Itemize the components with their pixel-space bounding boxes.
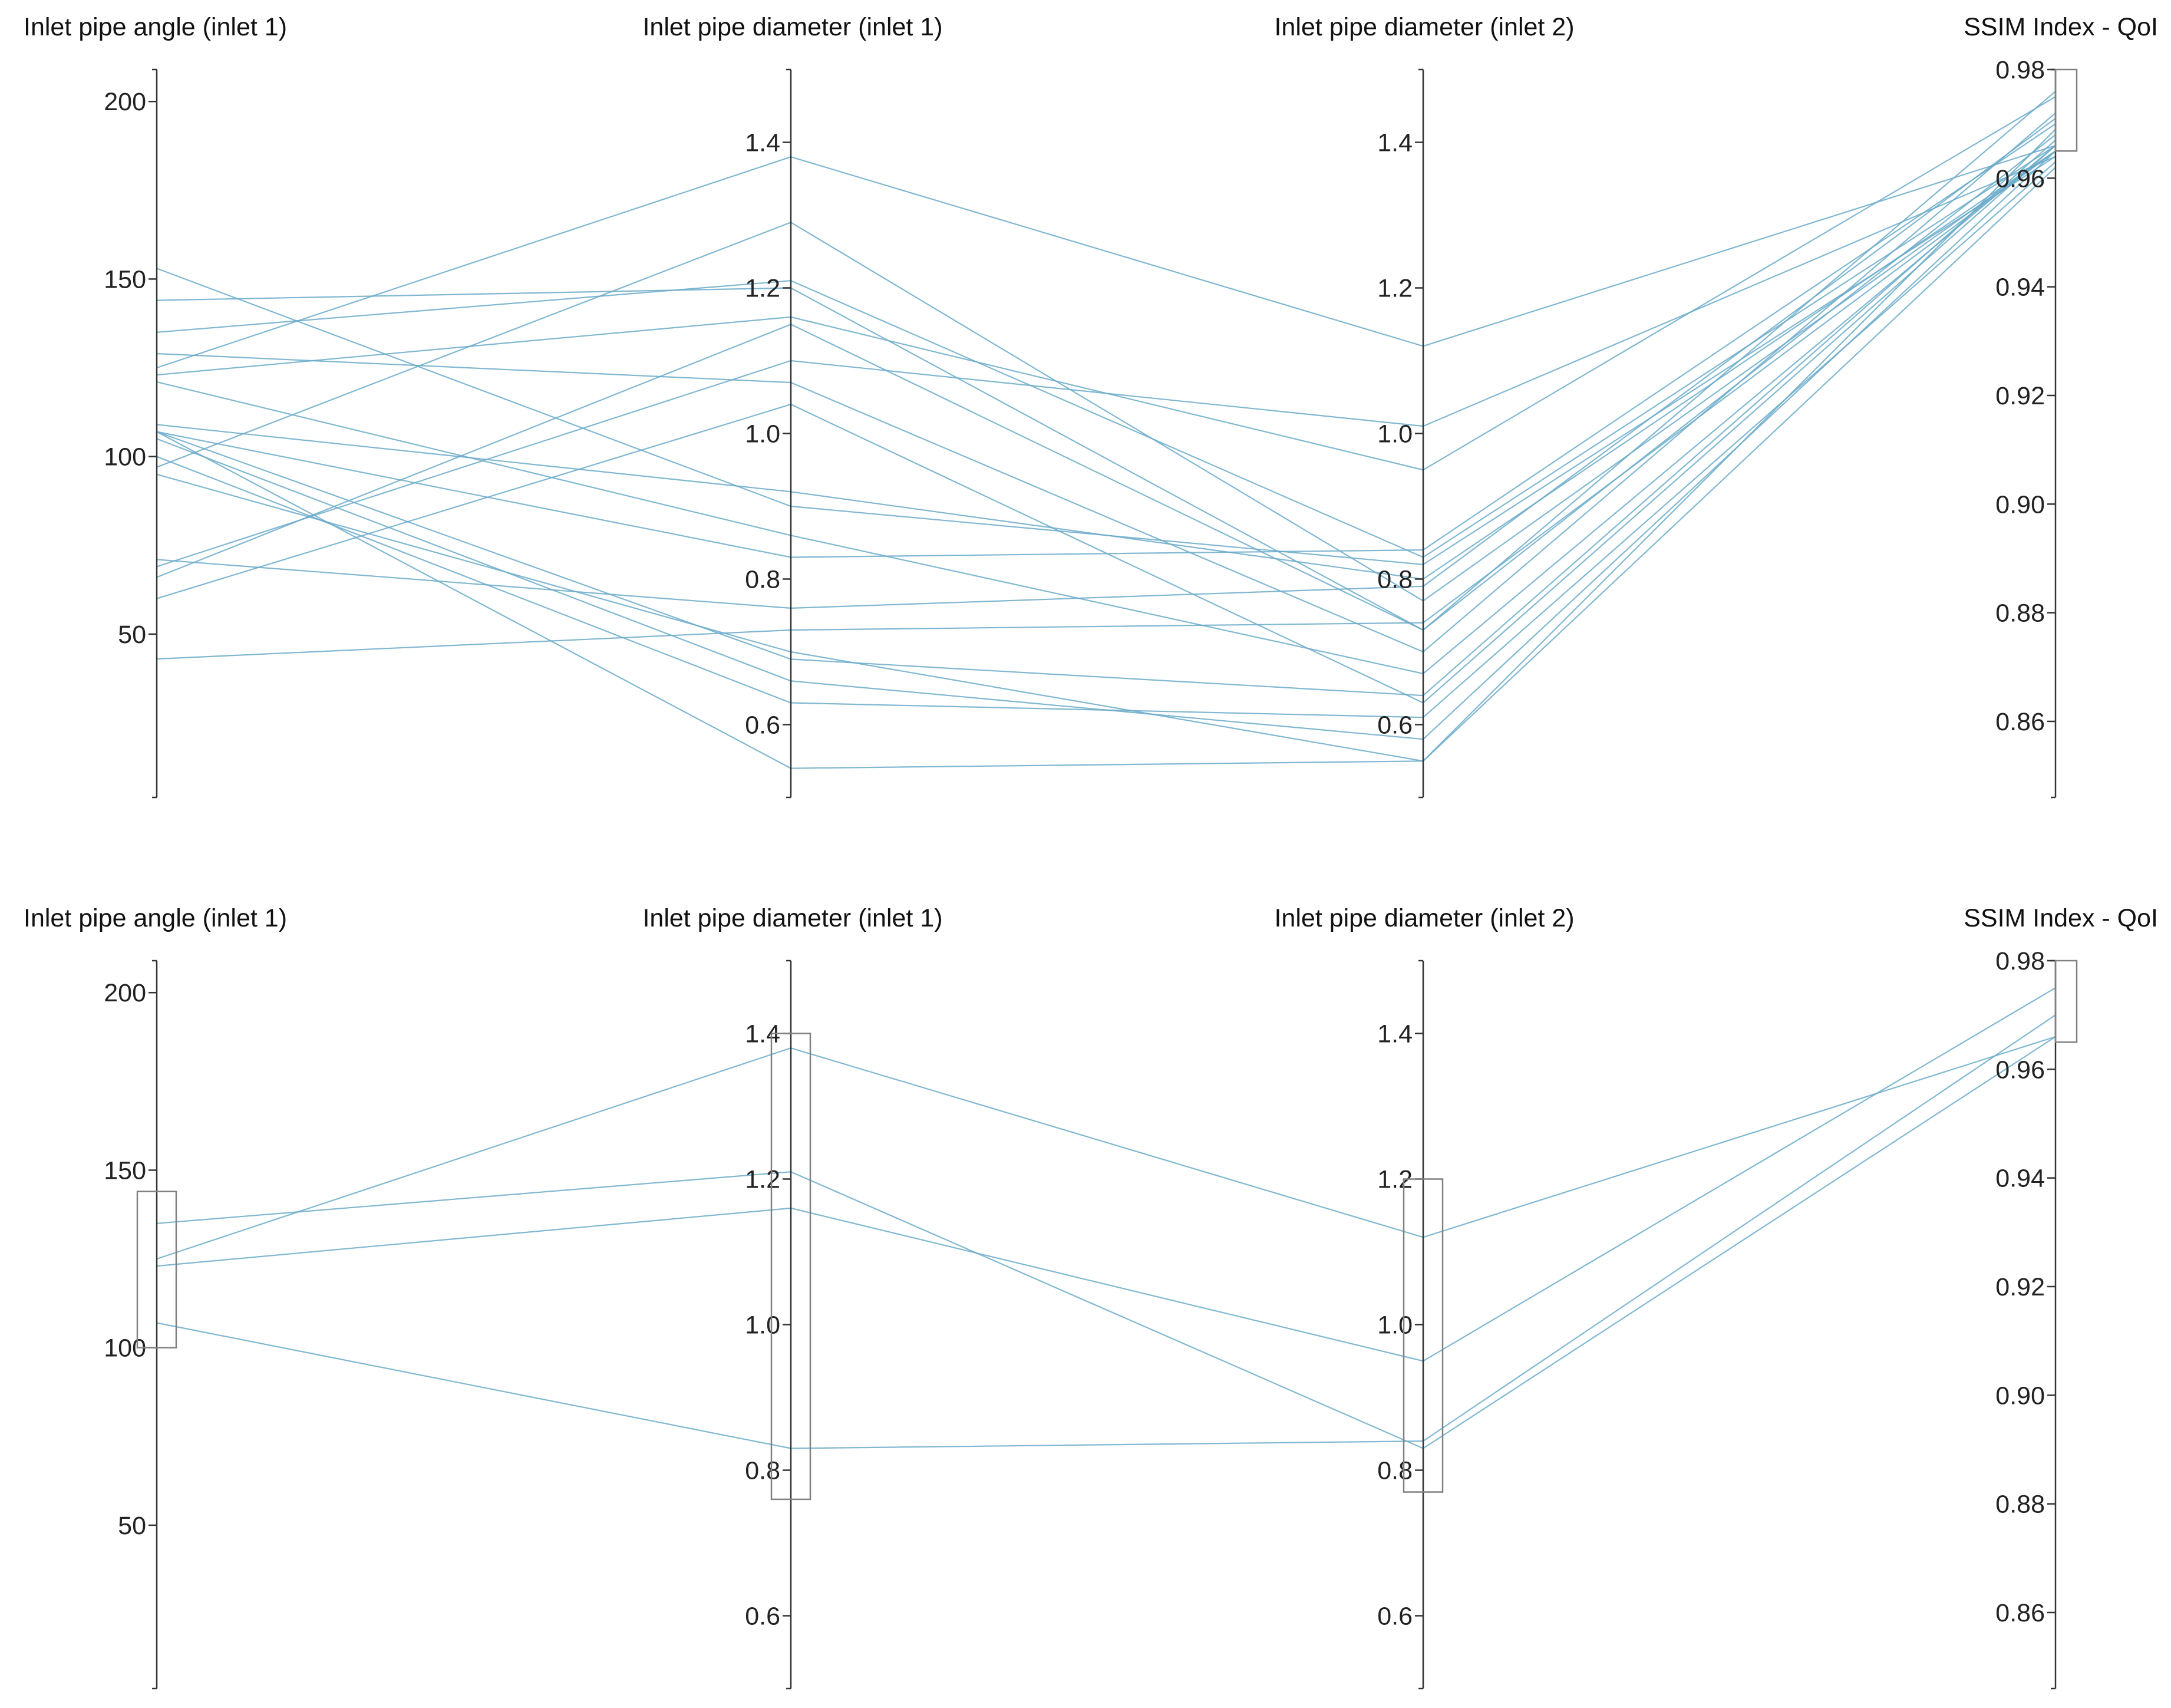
tick-label: 0.96 xyxy=(1995,1056,2045,1084)
brush-layer xyxy=(2054,68,2078,152)
sample-line[interactable] xyxy=(156,1036,2056,1449)
tick-label: 150 xyxy=(104,1156,146,1185)
tick-label: 150 xyxy=(104,265,146,294)
panel-top: Inlet pipe angle (inlet 1) Inlet pipe di… xyxy=(24,13,2158,799)
sample-line[interactable] xyxy=(156,134,2056,631)
sample-line[interactable] xyxy=(156,167,2056,769)
axis-title-ssim: SSIM Index - QoI xyxy=(1964,904,2158,932)
tick-label: 1.0 xyxy=(1377,1311,1413,1340)
sample-line[interactable] xyxy=(156,987,2056,1362)
tick-label: 1.4 xyxy=(745,129,780,157)
axes-layer: 501001502000.60.81.01.21.40.60.81.01.21.… xyxy=(104,947,2057,1690)
panel-bottom: Inlet pipe angle (inlet 1) Inlet pipe di… xyxy=(24,904,2158,1690)
tick-label: 0.86 xyxy=(1995,1599,2045,1627)
tick-label: 200 xyxy=(104,88,146,116)
tick-label: 0.94 xyxy=(1995,273,2045,302)
tick-label: 1.2 xyxy=(1377,275,1413,303)
axis-title-inlet1-angle: Inlet pipe angle (inlet 1) xyxy=(24,904,287,932)
tick-label: 0.8 xyxy=(745,1457,780,1485)
brush-selection[interactable] xyxy=(2054,959,2078,1043)
brush-layer xyxy=(136,959,2078,1501)
tick-label: 0.92 xyxy=(1995,382,2045,410)
sample-line[interactable] xyxy=(156,91,2056,631)
sample-line[interactable] xyxy=(156,1014,2056,1449)
tick-label: 200 xyxy=(104,979,146,1007)
sample-line[interactable] xyxy=(156,118,2056,609)
tick-label: 0.96 xyxy=(1995,164,2045,193)
tick-label: 1.2 xyxy=(745,1166,780,1194)
sample-line[interactable] xyxy=(156,150,2056,660)
tick-label: 0.8 xyxy=(1377,566,1413,594)
sample-line[interactable] xyxy=(156,145,2056,558)
tick-label: 1.0 xyxy=(1377,420,1413,449)
lines-layer xyxy=(156,987,2056,1449)
axis-title-inlet2-diameter: Inlet pipe diameter (inlet 2) xyxy=(1274,904,1574,932)
sample-line[interactable] xyxy=(156,144,2056,369)
sample-line[interactable] xyxy=(156,150,2056,740)
tick-label: 1.4 xyxy=(1377,1020,1413,1048)
tick-label: 0.98 xyxy=(1995,56,2045,84)
sample-line[interactable] xyxy=(156,1036,2056,1260)
sample-line[interactable] xyxy=(156,150,2056,602)
tick-label: 50 xyxy=(118,1512,146,1540)
tick-label: 0.8 xyxy=(745,566,780,594)
lines-layer xyxy=(156,91,2056,769)
tick-label: 0.98 xyxy=(1995,947,2045,975)
sample-line[interactable] xyxy=(156,145,2056,704)
sample-line[interactable] xyxy=(156,145,2056,675)
tick-label: 0.88 xyxy=(1995,1491,2045,1519)
tick-label: 50 xyxy=(118,621,146,649)
sample-line[interactable] xyxy=(156,128,2056,762)
tick-label: 0.6 xyxy=(1377,711,1413,740)
tick-label: 0.90 xyxy=(1995,490,2045,519)
brush-selection[interactable] xyxy=(770,1033,811,1501)
tick-label: 0.94 xyxy=(1995,1165,2045,1193)
brush-selection[interactable] xyxy=(2054,68,2078,152)
sample-line[interactable] xyxy=(156,156,2056,568)
tick-label: 0.92 xyxy=(1995,1273,2045,1301)
sample-line[interactable] xyxy=(156,112,2056,653)
brush-selection[interactable] xyxy=(1403,1178,1444,1493)
axes-layer: 50 100 150 200 0.6 0.8 1.0 1.2 1.4 0.6 0.8 1.0 1.2 1.… xyxy=(104,56,2057,799)
axis-title-ssim: SSIM Index - QoI xyxy=(1964,13,2158,41)
tick-label: 0.86 xyxy=(1995,708,2045,736)
axis-title-inlet2-diameter: Inlet pipe diameter (inlet 2) xyxy=(1274,13,1574,41)
tick-label: 1.4 xyxy=(1377,129,1413,157)
brush-selection[interactable] xyxy=(136,1191,177,1348)
tick-label: 0.6 xyxy=(745,711,780,740)
sample-line[interactable] xyxy=(156,156,2056,565)
tick-label: 100 xyxy=(104,443,146,471)
tick-label: 0.8 xyxy=(1377,1457,1413,1485)
axis-title-inlet1-angle: Inlet pipe angle (inlet 1) xyxy=(24,13,287,41)
tick-label: 0.6 xyxy=(745,1603,780,1631)
tick-label: 0.88 xyxy=(1995,599,2045,628)
tick-label: 1.0 xyxy=(745,420,780,449)
tick-label: 1.2 xyxy=(745,275,780,303)
tick-label: 0.6 xyxy=(1377,1603,1413,1631)
sample-line[interactable] xyxy=(156,150,2056,580)
axis-title-inlet1-diameter: Inlet pipe diameter (inlet 1) xyxy=(642,904,942,932)
axis-title-inlet1-diameter: Inlet pipe diameter (inlet 1) xyxy=(642,13,942,41)
sample-line[interactable] xyxy=(156,161,2056,718)
tick-label: 0.90 xyxy=(1995,1381,2045,1410)
tick-label: 1.0 xyxy=(745,1311,780,1340)
sample-line[interactable] xyxy=(156,139,2056,697)
